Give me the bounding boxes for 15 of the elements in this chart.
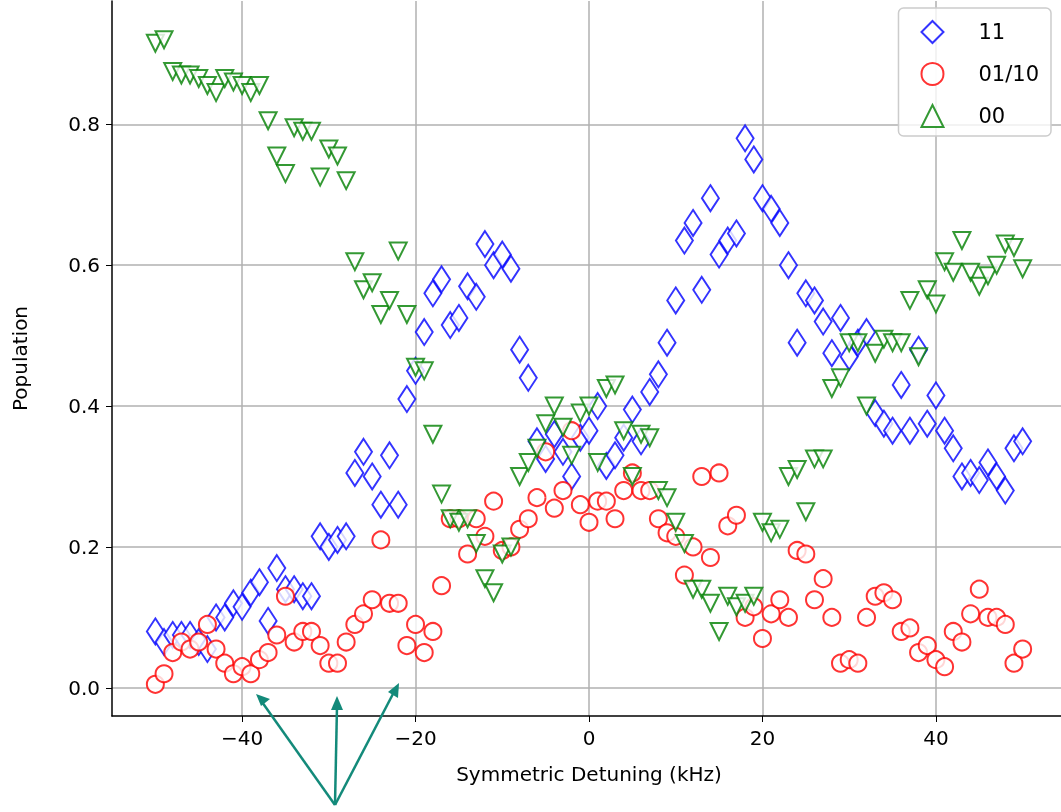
y-tick-label: 0.6 [68, 253, 100, 278]
x-axis-title: Symmetric Detuning (kHz) [456, 762, 722, 786]
y-axis-title: Population [8, 305, 32, 412]
y-tick-label: 0.8 [68, 112, 100, 137]
legend-label: 11 [978, 20, 1006, 44]
y-tick-label: 0.2 [68, 534, 100, 559]
legend-label: 01/10 [978, 62, 1040, 86]
legend-label: 00 [978, 104, 1006, 128]
x-tick-label: −20 [394, 726, 437, 750]
y-tick-label: 0.4 [68, 394, 100, 419]
y-tick-label: 0.0 [68, 675, 100, 700]
x-tick-label: 40 [923, 726, 949, 750]
x-tick-label: 20 [749, 726, 776, 750]
x-tick-label: 0 [582, 726, 596, 750]
x-tick-label: −40 [220, 726, 264, 750]
